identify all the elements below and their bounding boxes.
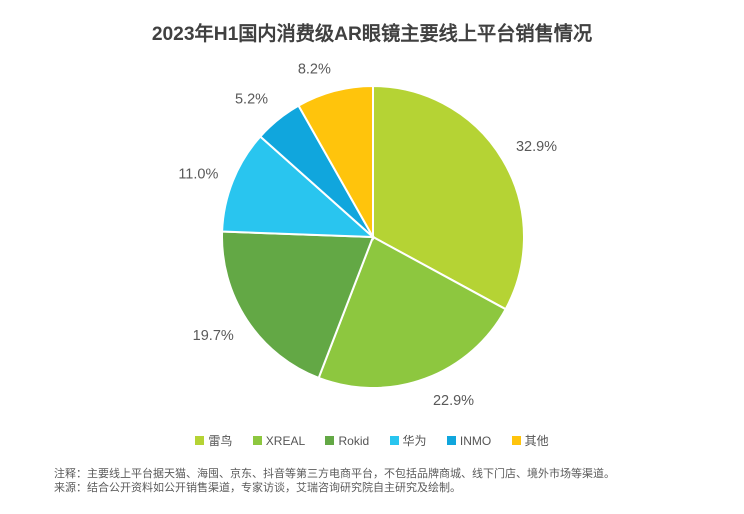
svg-text:8.2%: 8.2% [298,61,331,77]
svg-text:22.9%: 22.9% [433,393,474,409]
svg-text:19.7%: 19.7% [193,328,234,344]
svg-text:5.2%: 5.2% [235,92,268,108]
svg-text:11.0%: 11.0% [178,166,218,182]
svg-text:32.9%: 32.9% [516,139,557,155]
